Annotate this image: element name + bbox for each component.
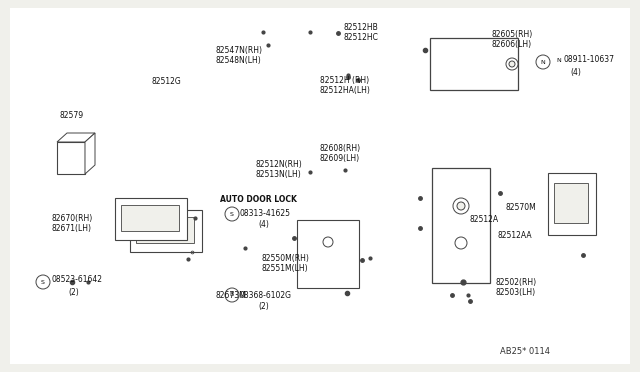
Text: 08313-41625: 08313-41625 xyxy=(240,208,291,218)
Text: 82512N(RH): 82512N(RH) xyxy=(256,160,303,170)
Circle shape xyxy=(225,288,239,302)
Text: 08368-6102G: 08368-6102G xyxy=(240,291,292,299)
Circle shape xyxy=(36,275,50,289)
Text: 82670(RH): 82670(RH) xyxy=(52,214,93,222)
Polygon shape xyxy=(57,133,95,142)
Text: AB25* 0114: AB25* 0114 xyxy=(500,347,550,356)
Circle shape xyxy=(453,198,469,214)
Text: 82512HA(LH): 82512HA(LH) xyxy=(320,86,371,94)
Bar xyxy=(115,198,187,240)
Text: N: N xyxy=(541,60,545,64)
Circle shape xyxy=(536,55,550,69)
Text: (2): (2) xyxy=(258,302,269,311)
Text: 82502(RH): 82502(RH) xyxy=(495,278,536,286)
Bar xyxy=(548,173,596,235)
Text: 82551M(LH): 82551M(LH) xyxy=(262,263,308,273)
Text: AUTO DOOR LOCK: AUTO DOOR LOCK xyxy=(220,196,297,205)
Bar xyxy=(136,217,194,243)
Text: 82513N(LH): 82513N(LH) xyxy=(256,170,301,180)
Circle shape xyxy=(455,237,467,249)
Text: 82608(RH): 82608(RH) xyxy=(320,144,361,153)
Bar xyxy=(57,142,85,174)
Text: 82512AA: 82512AA xyxy=(497,231,532,240)
Text: 82512A: 82512A xyxy=(470,215,499,224)
Text: 82579: 82579 xyxy=(60,110,84,119)
Polygon shape xyxy=(85,133,95,174)
Text: S: S xyxy=(41,279,45,285)
Bar xyxy=(432,168,490,283)
Text: (4): (4) xyxy=(258,221,269,230)
Text: 82512HC: 82512HC xyxy=(344,33,379,42)
Text: 82606(LH): 82606(LH) xyxy=(492,41,532,49)
Circle shape xyxy=(506,58,518,70)
Circle shape xyxy=(457,202,465,210)
Text: 82547N(RH): 82547N(RH) xyxy=(216,45,263,55)
Text: N: N xyxy=(556,58,561,62)
Circle shape xyxy=(225,207,239,221)
Text: 82503(LH): 82503(LH) xyxy=(495,288,535,296)
Bar xyxy=(207,197,389,309)
Text: 82550M(RH): 82550M(RH) xyxy=(262,253,310,263)
Circle shape xyxy=(509,61,515,67)
Text: 82512H (RH): 82512H (RH) xyxy=(320,76,369,84)
Text: 82609(LH): 82609(LH) xyxy=(320,154,360,163)
Text: 82673M: 82673M xyxy=(215,291,246,299)
Text: 82605(RH): 82605(RH) xyxy=(492,31,533,39)
Bar xyxy=(430,38,518,90)
Bar xyxy=(121,205,179,231)
Bar xyxy=(130,210,202,252)
Text: 82671(LH): 82671(LH) xyxy=(52,224,92,232)
Text: 82512G: 82512G xyxy=(152,77,182,87)
Bar xyxy=(554,183,588,223)
Bar xyxy=(297,220,359,288)
Text: 82570M: 82570M xyxy=(505,203,536,212)
Text: (2): (2) xyxy=(68,288,79,296)
Circle shape xyxy=(323,237,333,247)
Text: (4): (4) xyxy=(570,67,581,77)
Text: B: B xyxy=(230,292,234,298)
Text: 82512HB: 82512HB xyxy=(344,23,379,32)
Text: 08911-10637: 08911-10637 xyxy=(563,55,614,64)
Text: 08523-61642: 08523-61642 xyxy=(52,276,103,285)
Text: 82548N(LH): 82548N(LH) xyxy=(216,55,262,64)
Text: S: S xyxy=(230,212,234,217)
